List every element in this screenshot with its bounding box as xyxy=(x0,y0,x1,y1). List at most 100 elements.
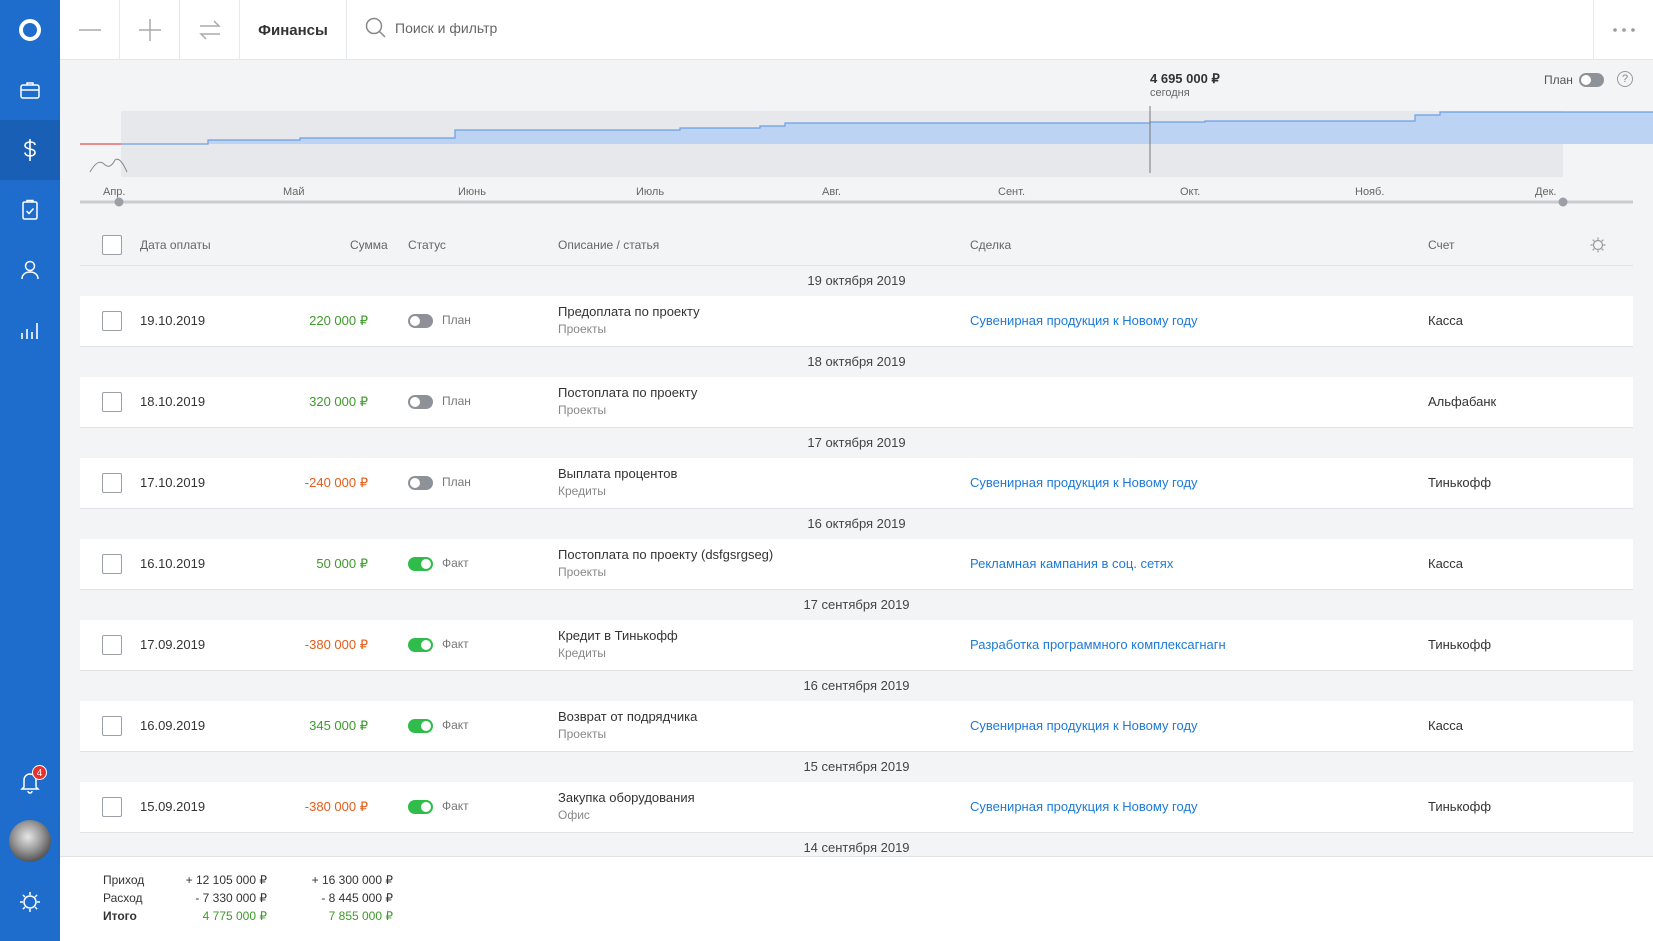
more-icon xyxy=(1612,28,1635,32)
month-label: Дек. xyxy=(1535,186,1557,198)
row-checkbox[interactable] xyxy=(102,311,122,331)
deal-link[interactable]: Рекламная кампания в соц. сетях xyxy=(970,556,1174,571)
status-toggle[interactable] xyxy=(408,719,433,733)
status-label: Факт xyxy=(442,637,469,651)
plan-toggle-label: План xyxy=(1544,73,1573,87)
search-bar xyxy=(365,17,795,39)
col-date[interactable]: Дата оплаты xyxy=(140,238,211,252)
sidebar: 4 xyxy=(0,0,60,941)
amount: 220 000 ₽ xyxy=(309,313,368,328)
logo-icon[interactable] xyxy=(0,0,60,60)
plus-icon xyxy=(138,19,161,41)
help-icon[interactable]: ? xyxy=(1617,71,1633,87)
amount: -380 000 ₽ xyxy=(304,799,368,814)
col-deal[interactable]: Сделка xyxy=(970,238,1012,252)
date-group-header: 16 октября 2019 xyxy=(807,516,906,531)
bell-icon[interactable]: 4 xyxy=(0,752,60,812)
category: Проекты xyxy=(558,322,607,336)
row-checkbox[interactable] xyxy=(102,635,122,655)
status-toggle[interactable] xyxy=(408,800,433,814)
table-row[interactable]: 17.09.2019 -380 000 ₽ Факт Кредит в Тинькоф… xyxy=(80,620,1633,671)
status-toggle[interactable] xyxy=(408,476,433,490)
totals-footer: Приход Расход Итого + 12 105 000 ₽ - 7 3… xyxy=(60,856,1653,941)
status-toggle[interactable] xyxy=(408,314,433,328)
table-row[interactable]: 18.10.2019 320 000 ₽ План Постоплата по про… xyxy=(80,377,1633,428)
date-group-header: 18 октября 2019 xyxy=(807,354,906,369)
table-header: Дата оплаты Сумма Статус Описание / стат… xyxy=(80,224,1633,266)
table-body: 19 октября 2019 19.10.2019 220 000 ₽ План Пр… xyxy=(80,266,1633,863)
col-status[interactable]: Статус xyxy=(408,238,446,252)
table-row[interactable]: 16.09.2019 345 000 ₽ Факт Возврат от подряд… xyxy=(80,701,1633,752)
income-plan: + 16 300 000 ₽ xyxy=(311,873,393,887)
date-group-header: 15 сентября 2019 xyxy=(803,759,910,774)
avatar[interactable] xyxy=(9,820,51,862)
deal-link[interactable]: Разработка программного комплексагнагн xyxy=(970,637,1226,652)
month-label: Июнь xyxy=(458,186,486,198)
deal-link[interactable]: Сувенирная продукция к Новому году xyxy=(970,799,1198,814)
today-balance: 4 695 000 ₽ xyxy=(1150,71,1220,86)
col-amount[interactable]: Сумма xyxy=(350,238,388,252)
category: Кредиты xyxy=(558,484,606,498)
dollar-icon[interactable] xyxy=(0,120,60,180)
status-toggle[interactable] xyxy=(408,557,433,571)
more-button[interactable] xyxy=(1593,0,1653,60)
deal-link[interactable]: Сувенирная продукция к Новому году xyxy=(970,718,1198,733)
row-checkbox[interactable] xyxy=(102,392,122,412)
expense-fact: - 7 330 000 ₽ xyxy=(195,891,267,905)
month-label: Окт. xyxy=(1180,186,1201,198)
row-checkbox[interactable] xyxy=(102,554,122,574)
bar-chart-icon[interactable] xyxy=(0,300,60,360)
row-checkbox[interactable] xyxy=(102,797,122,817)
search-input[interactable] xyxy=(395,20,795,36)
category: Кредиты xyxy=(558,646,606,660)
column-settings-icon[interactable] xyxy=(1589,236,1607,254)
status-toggle[interactable] xyxy=(408,395,433,409)
month-label: Авг. xyxy=(822,186,841,198)
range-slider-handle-start xyxy=(114,197,124,207)
table-row[interactable]: 19.10.2019 220 000 ₽ План Предоплата по про… xyxy=(80,296,1633,347)
account: Тинькофф xyxy=(1428,475,1492,490)
payment-date: 16.09.2019 xyxy=(140,718,206,733)
row-checkbox[interactable] xyxy=(102,716,122,736)
table-row[interactable]: 15.09.2019 -380 000 ₽ Факт Закупка оборудов… xyxy=(80,782,1633,833)
balance-timeline: 4 695 000 ₽ сегодня План ? Апр. Май Июнь… xyxy=(60,60,1653,220)
deal-link[interactable]: Сувенирная продукция к Новому году xyxy=(970,475,1198,490)
payment-date: 19.10.2019 xyxy=(140,313,206,328)
account: Касса xyxy=(1428,718,1464,733)
total-fact: 4 775 000 ₽ xyxy=(202,909,267,923)
date-group-header: 19 октября 2019 xyxy=(807,273,906,288)
today-label: сегодня xyxy=(1150,87,1190,99)
account: Тинькофф xyxy=(1428,637,1492,652)
add-button[interactable] xyxy=(120,0,180,60)
payment-date: 16.10.2019 xyxy=(140,556,206,571)
balance-chart[interactable] xyxy=(60,60,1653,220)
description: Закупка оборудования xyxy=(558,790,695,805)
month-label: Сент. xyxy=(998,186,1026,198)
amount: 50 000 ₽ xyxy=(316,556,368,571)
col-account[interactable]: Счет xyxy=(1428,238,1455,252)
status-toggle[interactable] xyxy=(408,638,433,652)
description: Возврат от подрядчика xyxy=(558,709,698,724)
status-label: Факт xyxy=(442,799,469,813)
clipboard-icon[interactable] xyxy=(0,180,60,240)
deal-link[interactable]: Сувенирная продукция к Новому году xyxy=(970,313,1198,328)
table-row[interactable]: 16.10.2019 50 000 ₽ Факт Постоплата по прое… xyxy=(80,539,1633,590)
col-description[interactable]: Описание / статья xyxy=(558,238,660,252)
collapse-button[interactable] xyxy=(60,0,120,60)
month-label: Июль xyxy=(636,186,665,198)
select-all-checkbox[interactable] xyxy=(102,235,122,255)
expense-label: Расход xyxy=(103,891,143,905)
row-checkbox[interactable] xyxy=(102,473,122,493)
briefcase-icon[interactable] xyxy=(0,60,60,120)
user-icon[interactable] xyxy=(0,240,60,300)
page-title[interactable]: Финансы xyxy=(240,0,347,60)
status-label: План xyxy=(442,313,471,327)
expense-plan: - 8 445 000 ₽ xyxy=(321,891,393,905)
payment-date: 18.10.2019 xyxy=(140,394,206,409)
plan-toggle[interactable] xyxy=(1579,73,1604,87)
transfer-button[interactable] xyxy=(180,0,240,60)
gear-icon[interactable] xyxy=(0,872,60,932)
table-row[interactable]: 17.10.2019 -240 000 ₽ План Выплата проценто… xyxy=(80,458,1633,509)
status-label: План xyxy=(442,475,471,489)
income-label: Приход xyxy=(103,873,145,887)
